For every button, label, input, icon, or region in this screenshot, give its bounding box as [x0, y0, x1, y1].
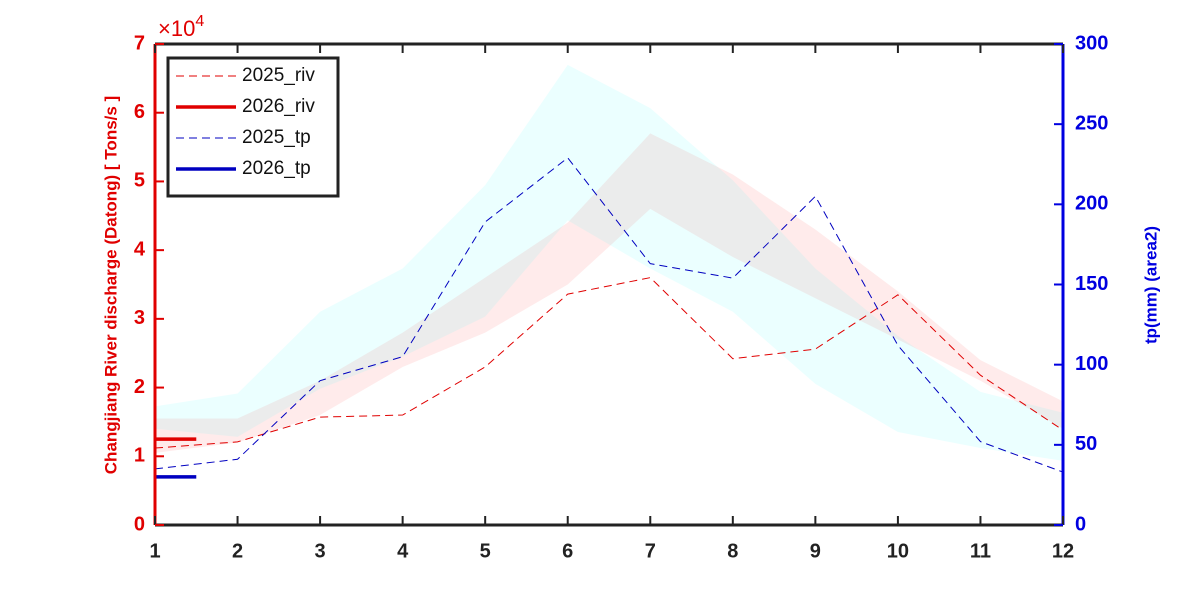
- x-tick-label: 4: [397, 540, 409, 562]
- y-tick-label: 7: [134, 32, 145, 54]
- y-tick-label: 4: [134, 238, 146, 260]
- y-tick-label: 5: [134, 170, 145, 192]
- y-tick-label: 1: [134, 445, 145, 467]
- legend-label: 2026_riv: [242, 96, 315, 117]
- legend-box: [166, 56, 340, 198]
- y-multiplier-base: ×10: [158, 16, 195, 41]
- y-tick-label: 0: [134, 513, 145, 535]
- x-tick-label: 12: [1052, 540, 1074, 562]
- y2-tick-label: 250: [1075, 112, 1108, 134]
- x-tick-label: 11: [970, 540, 991, 562]
- x-tick-label: 7: [645, 540, 656, 562]
- y2-tick-label: 50: [1075, 433, 1097, 455]
- series-line: [154, 157, 1064, 473]
- y-multiplier: ×104: [158, 13, 204, 41]
- y2-tick-label: 0: [1075, 513, 1086, 535]
- x-tick-label: 9: [810, 540, 821, 562]
- x-tick-label: 5: [480, 540, 491, 562]
- y-tick-label: 6: [134, 101, 145, 123]
- band: [155, 133, 1063, 453]
- x-tick-label: 1: [149, 540, 160, 562]
- y-tick-label: 3: [134, 307, 145, 329]
- x-tick-label: 3: [315, 540, 326, 562]
- y2-tick-label: 200: [1075, 193, 1108, 215]
- y-tick-label: 2: [134, 376, 145, 398]
- legend-label: 2025_riv: [242, 65, 315, 86]
- legend-label: 2025_tp: [242, 127, 311, 148]
- y2-tick-label: 300: [1075, 32, 1108, 54]
- x-tick-label: 10: [887, 540, 909, 562]
- x-tick-label: 6: [562, 540, 573, 562]
- y2-tick-label: 100: [1075, 353, 1108, 375]
- legend-label: 2026_tp: [242, 158, 311, 179]
- series-line: [154, 277, 1064, 449]
- y-multiplier-exponent: 4: [195, 13, 204, 30]
- x-tick-label: 8: [727, 540, 738, 562]
- band: [155, 64, 1063, 461]
- x-tick-label: 2: [232, 540, 243, 562]
- y2-tick-label: 150: [1075, 273, 1108, 295]
- y-axis-label: Changjiang River discharge (Datong) [ To…: [101, 96, 120, 474]
- y2-axis-label: tp(mm) (area2): [1141, 226, 1160, 344]
